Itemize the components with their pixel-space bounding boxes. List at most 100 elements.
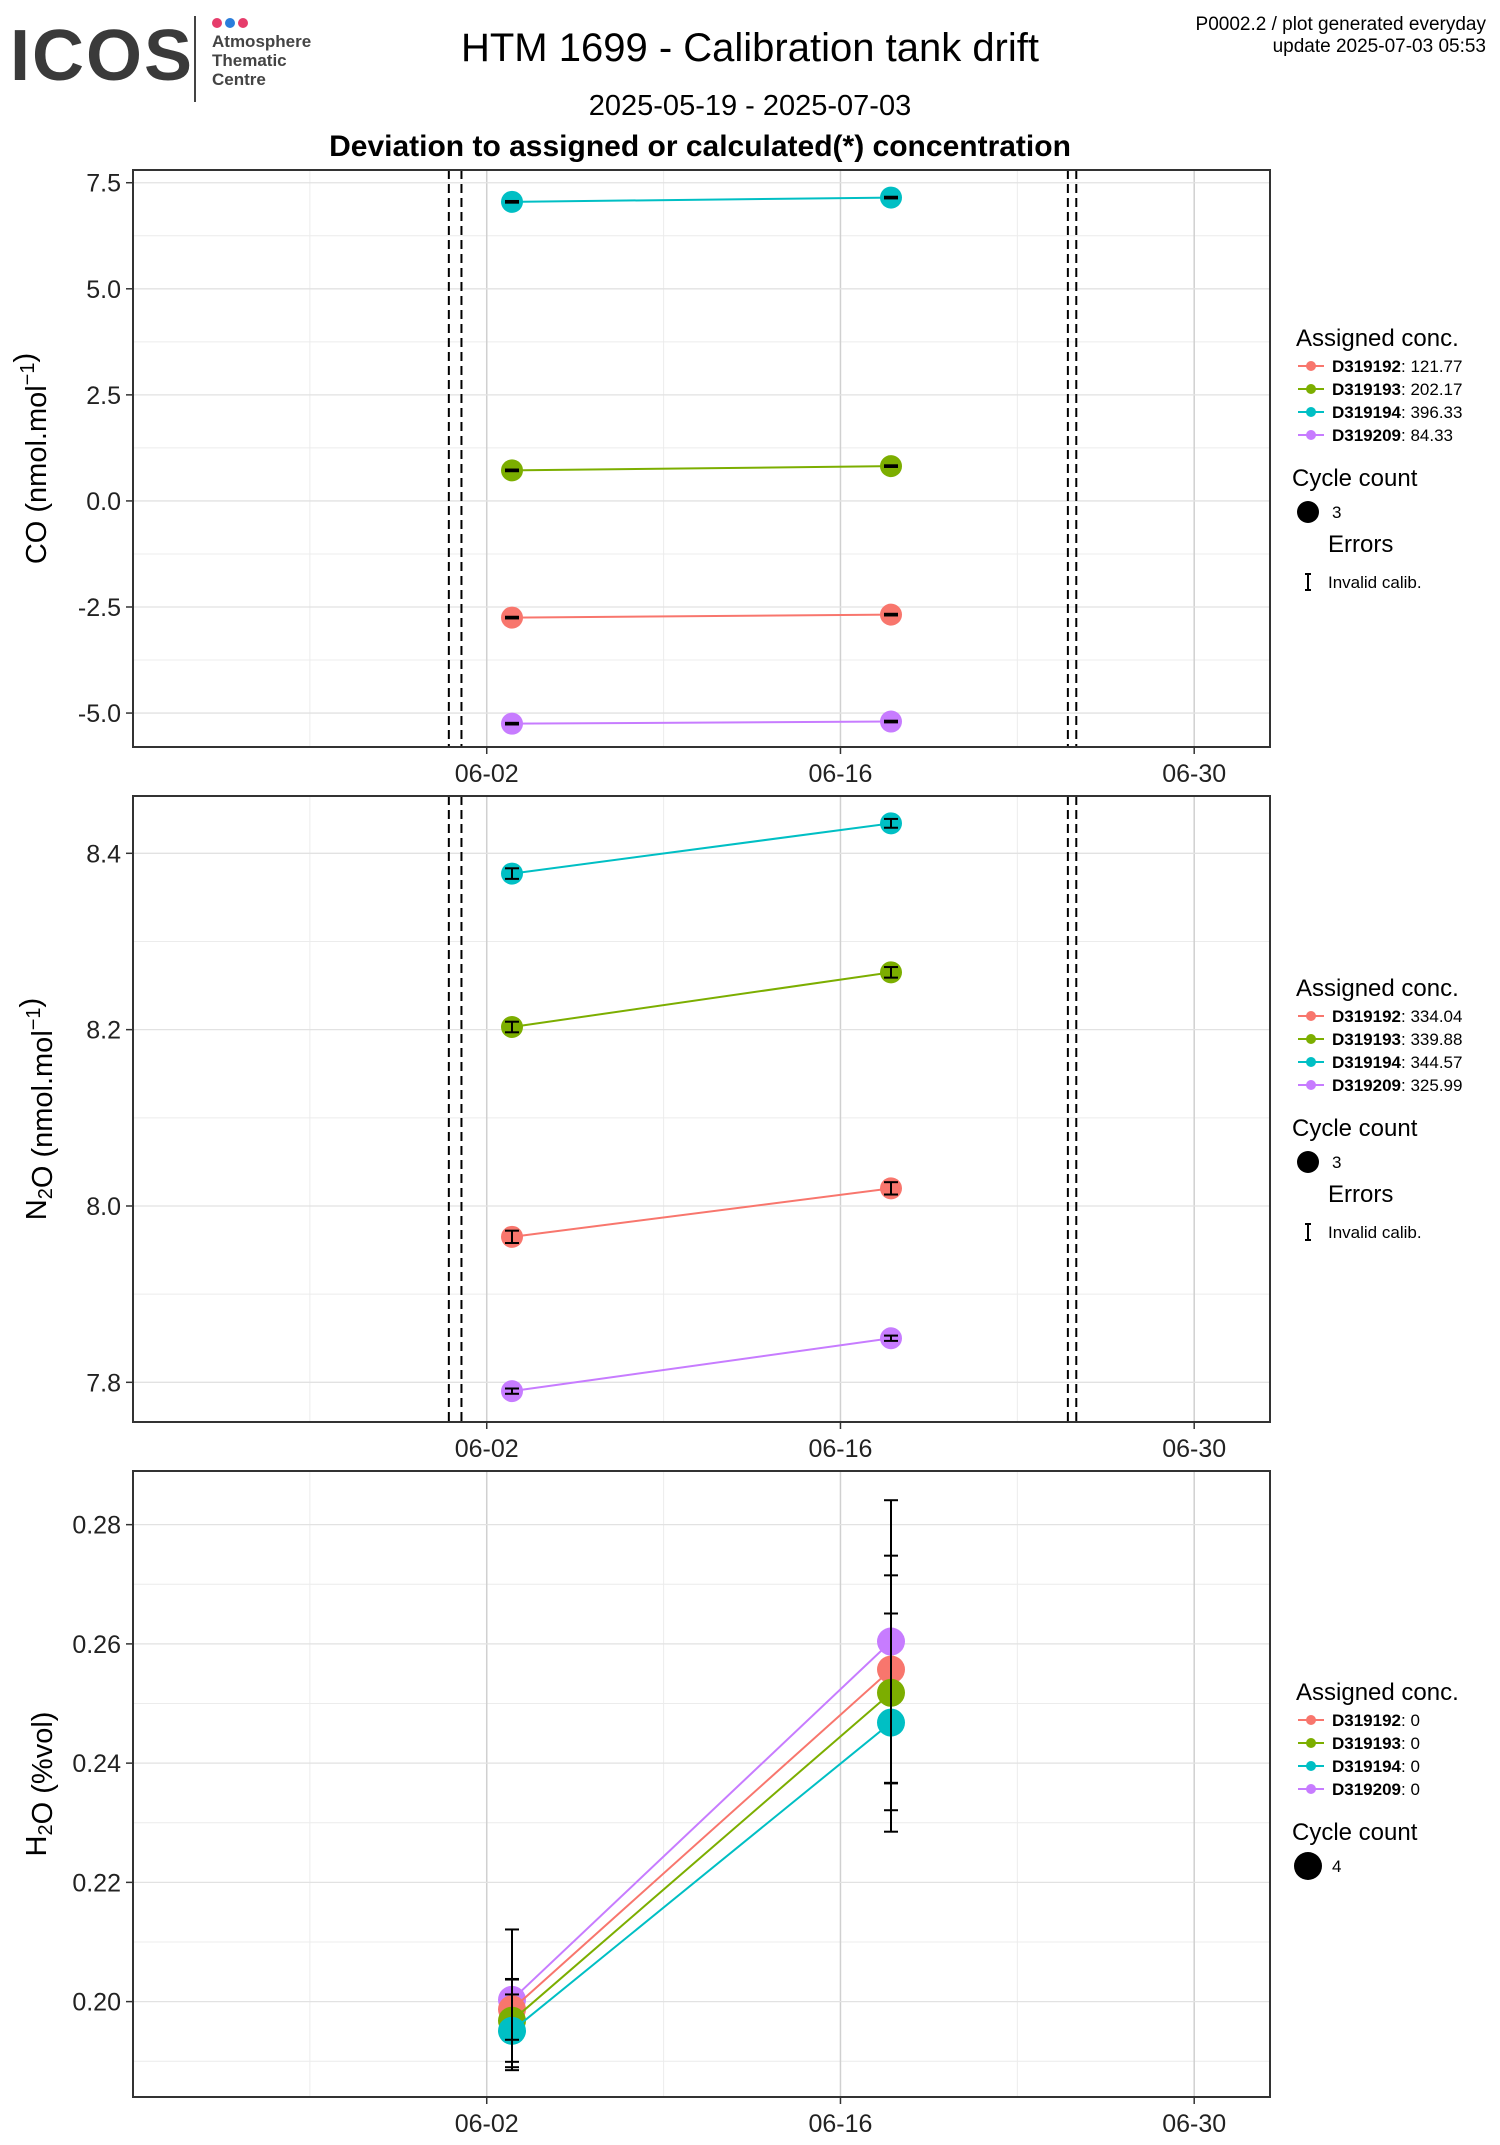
y-axis-title: N2O (nmol.mol−1) [15,998,59,1220]
y-tick-label: 2.5 [86,382,121,410]
legend-title-assigned: Assigned conc. [1296,325,1459,352]
logo-subtitle: Atmosphere Thematic Centre [212,32,311,89]
chart-panel-co: 7.5 5.0 2.5 0.0 -2.5 -5.0 06-02 06-16 06-30 CO (n… [9,169,1462,788]
legend-errors-value: Invalid calib. [1328,573,1422,592]
legend-key-point [1306,1761,1316,1771]
y-axis-title: H2O (%vol) [21,1712,59,1857]
x-tick-label: 06-16 [808,2110,872,2138]
chart-panel-h2o: 0.28 0.26 0.24 0.22 0.20 06-02 06-16 06-30 H2O (… [21,1470,1459,2138]
legend-entry-D319193: D319193: 0 [1332,1734,1420,1753]
x-tick-label: 06-02 [455,1435,519,1463]
panel-border [132,1470,1271,2098]
date-range: 2025-05-19 - 2025-07-03 [588,90,912,122]
y-tick-label: -5.0 [78,700,121,728]
logo-sub-line: Atmosphere [212,32,312,51]
legend-title-errors: Errors [1328,1181,1393,1208]
y-axis-title: CO (nmol.mol−1) [9,353,53,564]
logo-dot [225,18,235,28]
legend-entry-D319209: D319209: 84.33 [1332,426,1453,445]
x-tick-label: 06-30 [1162,1435,1226,1463]
y-tick-label: 7.8 [86,1369,121,1397]
x-tick-label: 06-02 [455,760,519,788]
series-line-D319209 [511,720,892,725]
series-line-D319209 [511,1337,892,1393]
chart-subtitle: Deviation to assigned or calculated(*) c… [329,130,1071,163]
legend-cycle-point [1294,1852,1322,1880]
legend-entry-D319194: D319194: 396.33 [1332,403,1462,422]
legend-title-assigned: Assigned conc. [1296,975,1459,1002]
panel-border [132,169,1271,748]
generation-info: P0002.2 / plot generated everyday update… [1196,14,1486,58]
legend: Assigned conc. D319192: 121.77 D319193: 20… [1292,325,1462,592]
y-tick-label: 8.0 [86,1193,121,1221]
legend-key-point [1306,361,1316,371]
update-timestamp: update 2025-07-03 05:53 [1272,36,1486,57]
x-tick-label: 06-16 [808,760,872,788]
legend-title-cycle-count: Cycle count [1292,1819,1418,1846]
y-tick-label: 8.2 [86,1017,121,1045]
legend-title-errors: Errors [1328,531,1393,558]
logo-dots-icon [212,15,251,33]
legend-entry-D319193: D319193: 202.17 [1332,380,1462,399]
series-line-D319193 [511,465,892,472]
legend-entry-D319209: D319209: 0 [1332,1780,1420,1799]
series-line-D319194 [511,1721,892,2032]
legend-title-cycle-count: Cycle count [1292,1115,1418,1142]
legend-cycle-value: 3 [1332,503,1341,522]
series-line-D319209 [511,1640,892,2001]
series-line-D319192 [511,1668,892,2011]
y-tick-label: 0.24 [72,1750,121,1778]
legend-cycle-point [1297,1151,1319,1173]
logo-sub-line: Centre [212,70,266,89]
y-tick-label: 0.0 [86,488,121,516]
legend-title-cycle-count: Cycle count [1292,465,1418,492]
legend-key-point [1306,1057,1316,1067]
x-tick-label: 06-02 [455,2110,519,2138]
legend-errors-value: Invalid calib. [1328,1223,1422,1242]
legend-key-point [1306,384,1316,394]
legend-key-point [1306,1784,1316,1794]
legend-key-point [1306,1080,1316,1090]
legend-cycle-point [1297,501,1319,523]
series-line-D319193 [511,971,892,1028]
y-tick-label: 7.5 [86,170,121,198]
legend-key-point [1306,1715,1316,1725]
legend-cycle-value: 4 [1332,1857,1341,1876]
y-tick-label: 8.4 [86,840,121,868]
series-line-D319193 [511,1692,892,2022]
legend-entry-D319194: D319194: 0 [1332,1757,1420,1776]
legend-key-point [1306,1034,1316,1044]
legend-key-point [1306,430,1316,440]
series-line-D319194 [511,822,892,875]
chart-panel-n2o: 8.4 8.2 8.0 7.8 06-02 06-16 06-30 N2O (nmol.mol… [15,795,1462,1463]
y-tick-label: 0.22 [72,1869,121,1897]
legend-title-assigned: Assigned conc. [1296,1679,1459,1706]
logo-dot [238,18,248,28]
legend-entry-D319193: D319193: 339.88 [1332,1030,1462,1049]
y-tick-label: 0.20 [72,1989,121,2017]
legend-entry-D319194: D319194: 344.57 [1332,1053,1462,1072]
legend-entry-D319209: D319209: 325.99 [1332,1076,1462,1095]
page-title: HTM 1699 - Calibration tank drift [460,26,1039,70]
legend-entry-D319192: D319192: 121.77 [1332,357,1462,376]
legend-entry-D319192: D319192: 334.04 [1332,1007,1462,1026]
series-line-D319192 [511,1187,892,1238]
series-line-D319194 [511,196,892,203]
y-tick-label: 0.26 [72,1631,121,1659]
generation-note: P0002.2 / plot generated everyday [1195,14,1486,35]
x-tick-label: 06-16 [808,1435,872,1463]
icos-logo-text: ICOS [10,16,195,96]
logo-divider [194,16,196,102]
legend-key-point [1306,1011,1316,1021]
legend: Assigned conc. D319192: 334.04 D319193: 33… [1292,975,1462,1242]
y-tick-label: -2.5 [78,594,121,622]
legend: Assigned conc. D319192: 0 D319193: 0 D31919… [1292,1679,1459,1880]
y-tick-label: 0.28 [72,1512,121,1540]
logo-dot [212,18,222,28]
panel-border [132,795,1271,1423]
logo-sub-line: Thematic [212,51,287,70]
legend-entry-D319192: D319192: 0 [1332,1711,1420,1730]
x-tick-label: 06-30 [1162,760,1226,788]
legend-key-point [1306,1738,1316,1748]
